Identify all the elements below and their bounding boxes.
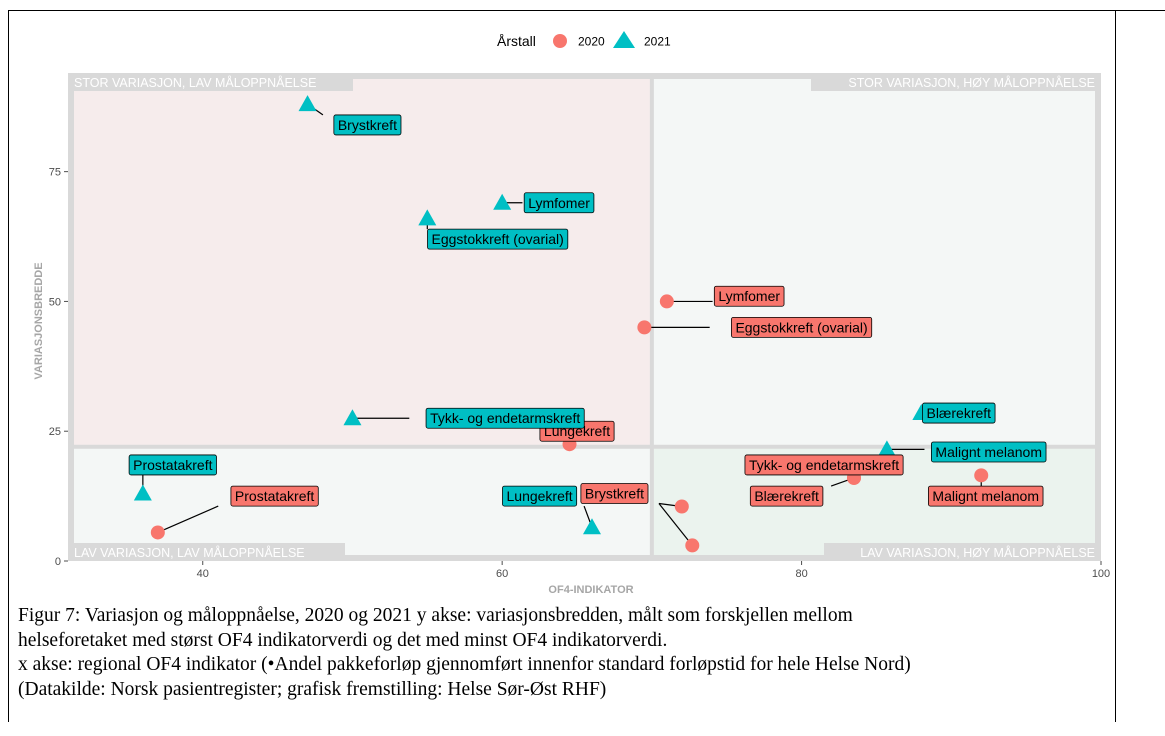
data-label-box (731, 316, 873, 338)
leader-line (658, 503, 693, 546)
data-label-box (425, 407, 585, 429)
point-2021 (133, 484, 152, 501)
leader-line (157, 505, 219, 533)
data-label-text: Lymfomer (528, 195, 590, 211)
axes: 40 60 80 100 0 25 50 75 (49, 167, 1110, 580)
point-2021 (298, 95, 317, 112)
quadrant-label-bg (811, 73, 1101, 91)
data-label-text: Brystkreft (338, 117, 397, 133)
data-label-text: Prostatakreft (235, 488, 314, 504)
point-2020 (685, 538, 700, 553)
data-label-text: Lymfomer (718, 288, 780, 304)
point-2021 (877, 440, 896, 457)
point-2021 (493, 193, 512, 210)
data-label-box (922, 402, 996, 424)
data-label: Eggstokkreft (ovarial) (427, 228, 569, 250)
quadrant-top-right (651, 79, 1095, 447)
y-tick-label: 50 (49, 296, 61, 308)
quadrant-labels: STOR VARIASJON, LAV MÅLOPPNÅELSE STOR VAR… (68, 73, 1101, 561)
caption-line: helseforetaket med størst OF4 indikatorv… (18, 629, 668, 651)
legend-marker-2021 (613, 31, 635, 48)
data-label-box (580, 483, 649, 504)
data-label-box (230, 485, 319, 507)
data-label: Lungekreft (502, 485, 578, 507)
x-axis-title: OF4-INDIKATOR (548, 584, 633, 596)
data-label-box (427, 228, 569, 250)
caption-line: Figur 7: Variasjon og måloppnåelse, 2020… (18, 605, 853, 626)
quadrant-label-top-left: STOR VARIASJON, LAV MÅLOPPNÅELSE (74, 75, 316, 90)
data-label: Malignt melanom (931, 441, 1047, 463)
point-2021 (582, 518, 601, 535)
quadrant-dividers (68, 73, 1101, 561)
y-tick-label: 0 (55, 556, 61, 568)
data-label: Brystkreft (333, 114, 402, 136)
data-label-text: Malignt melanom (935, 444, 1042, 460)
legend: Årstall 2020 2021 (497, 31, 671, 49)
data-label-box (928, 485, 1044, 507)
data-label: Blærekreft (922, 402, 996, 424)
quadrant-label-bg (68, 543, 345, 561)
figure-caption: Figur 7: Variasjon og måloppnåelse, 2020… (18, 604, 1108, 702)
data-label: Blærekreft (749, 485, 824, 507)
data-label-box (749, 485, 824, 507)
x-tick-label: 60 (496, 568, 508, 580)
point-2020 (674, 499, 689, 514)
point-2020 (637, 320, 652, 335)
y-tick-label: 25 (49, 426, 61, 438)
legend-label-2020: 2020 (578, 35, 605, 49)
data-label-text: Malignt melanom (932, 488, 1039, 504)
scatter-chart: Årstall 2020 2021 STOR VARIASJON, LAV MÅ… (33, 31, 1110, 596)
data-label: Lymfomer (713, 285, 785, 307)
data-label-text: Tykk- og endetarmskreft (430, 410, 580, 426)
data-label: Lymfomer (523, 192, 595, 214)
data-label-text: Brystkreft (585, 486, 644, 502)
frame-top-line (1116, 10, 1165, 11)
data-label-box (128, 454, 217, 476)
data-label: Malignt melanom (928, 485, 1044, 507)
data-label: Prostatakreft (128, 454, 217, 476)
point-2021 (418, 209, 437, 226)
data-label-text: Prostatakreft (133, 457, 212, 473)
data-label-text: Lungekreft (507, 488, 573, 504)
data-label-text: Eggstokkreft (ovarial) (432, 231, 564, 247)
x-tick-label: 40 (197, 568, 209, 580)
quadrant-top-left (74, 79, 652, 447)
y-axis-title: VARIASJONSBREDDE (33, 262, 45, 379)
data-label: Tykk- og endetarmskreft (425, 407, 585, 429)
data-label-box (931, 441, 1047, 463)
caption-line: (Datakilde: Norsk pasientregister; grafi… (18, 678, 607, 700)
point-2020 (659, 294, 674, 309)
caption-line: x akse: regional OF4 indikator (•Andel p… (18, 654, 911, 675)
data-label-box (744, 454, 904, 476)
data-label: Prostatakreft (230, 485, 319, 507)
point-2021 (343, 409, 362, 426)
data-label-text: Tykk- og endetarmskreft (749, 457, 899, 473)
figure-frame (8, 10, 1116, 722)
quadrant-label-top-right: STOR VARIASJON, HØY MÅLOPPNÅELSE (848, 75, 1095, 90)
data-label-box (523, 192, 595, 214)
data-label-box (502, 485, 578, 507)
data-label: Tykk- og endetarmskreft (744, 454, 904, 476)
quadrant-label-bg (824, 543, 1101, 561)
legend-title: Årstall (497, 33, 536, 49)
data-label: Eggstokkreft (ovarial) (731, 316, 873, 338)
quadrant-label-bg (68, 73, 353, 91)
data-label: Brystkreft (580, 483, 649, 504)
data-label-text: Eggstokkreft (ovarial) (735, 319, 867, 335)
x-tick-label: 100 (1092, 568, 1110, 580)
legend-marker-2020 (553, 34, 567, 48)
data-label-text: Blærekreft (754, 488, 819, 504)
data-label-text: Blærekreft (926, 405, 991, 421)
legend-label-2021: 2021 (644, 35, 671, 49)
point-2020 (150, 525, 165, 540)
data-labels: Lymfomer Eggstokkreft (ovarial) Lungekreft… (128, 114, 1047, 507)
point-2020 (974, 468, 989, 483)
quadrant-label-bottom-left: LAV VARIASJON, LAV MÅLOPPNÅELSE (74, 545, 305, 560)
quadrant-label-bottom-right: LAV VARIASJON, HØY MÅLOPPNÅELSE (860, 545, 1095, 560)
x-tick-label: 80 (795, 568, 807, 580)
data-label-box (333, 114, 402, 136)
data-points (133, 95, 989, 553)
data-label-box (713, 285, 785, 307)
y-tick-label: 75 (49, 167, 61, 179)
